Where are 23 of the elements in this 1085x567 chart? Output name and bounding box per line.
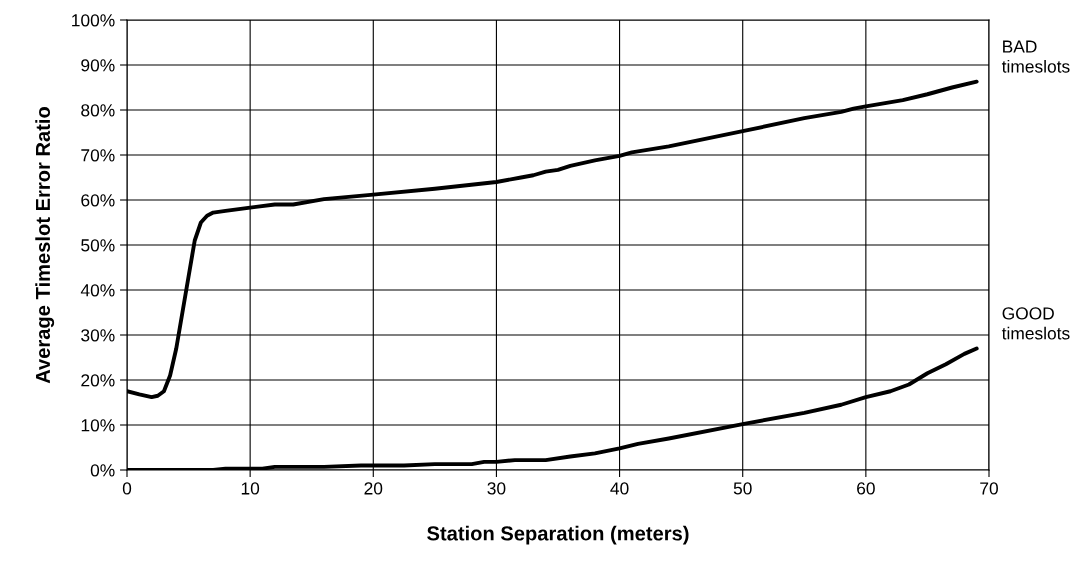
y-tick-label: 100%: [72, 14, 115, 27]
y-tick-label: 10%: [81, 419, 115, 432]
y-tick-label: 0%: [90, 464, 115, 477]
y-tick-label: 60%: [81, 194, 115, 207]
series-label: BAD timeslots: [1001, 40, 1070, 73]
y-tick-label: 90%: [81, 59, 115, 72]
y-tick-label: 40%: [80, 284, 115, 297]
y-tick-label: 20%: [81, 374, 115, 387]
x-tick-label: 0: [122, 482, 132, 495]
x-tick-label: 10: [241, 482, 260, 495]
x-tick-label: 20: [364, 482, 383, 495]
x-tick-label: 40: [610, 482, 629, 495]
y-tick-label: 30%: [81, 329, 115, 342]
y-tick-label: 80%: [81, 104, 115, 117]
x-axis-title: Station Separation (meters): [427, 525, 689, 545]
x-tick-label: 30: [487, 482, 506, 495]
y-tick-label: 70%: [81, 149, 115, 162]
x-tick-label: 60: [857, 482, 875, 495]
series-label: GOOD timeslots: [1001, 307, 1070, 340]
y-tick-label: 50%: [81, 239, 115, 252]
x-tick-label: 70: [980, 482, 998, 495]
y-axis-title: Average Timeslot Error Ratio: [35, 107, 55, 384]
x-tick-label: 50: [733, 482, 752, 495]
